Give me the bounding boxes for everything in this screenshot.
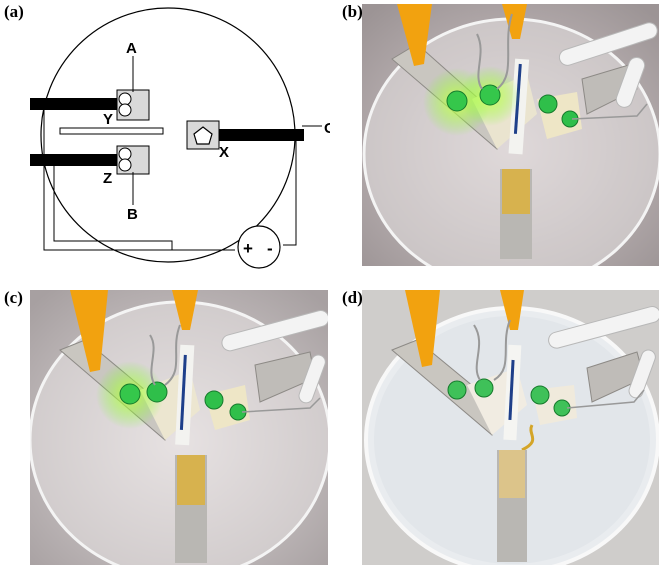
schematic-diagram: A Y Z B X O + - [30,7,330,269]
wire-plus-inner [53,166,173,250]
led-circle [118,92,132,106]
led-circle [118,103,132,117]
label-minus: - [267,239,273,258]
label-o: O [324,120,330,137]
panel-label-a: (a) [4,2,24,21]
label-b: B [127,206,138,223]
label-a: A [126,40,137,57]
led-circle [118,158,132,172]
panel-label-d: (d) [342,288,363,307]
label-plus: + [243,239,253,258]
pentagon-icon [193,126,213,145]
panel-label-c: (c) [4,288,23,307]
photo-panel-b [362,4,659,266]
led-circle [118,147,132,161]
photo-panel-c [30,290,328,565]
photo-panel-d [362,290,659,565]
label-x: X [219,144,229,161]
electrode-bar-x [219,129,304,141]
wire-minus [283,134,304,246]
wire-plus-outer [43,110,235,251]
power-source-circle [237,225,281,269]
label-y: Y [103,111,113,128]
label-z: Z [103,170,112,187]
separator-strip [59,127,164,135]
panel-label-b: (b) [342,2,363,21]
electrode-bar-z [30,154,120,166]
electrode-bar-y [30,98,120,110]
